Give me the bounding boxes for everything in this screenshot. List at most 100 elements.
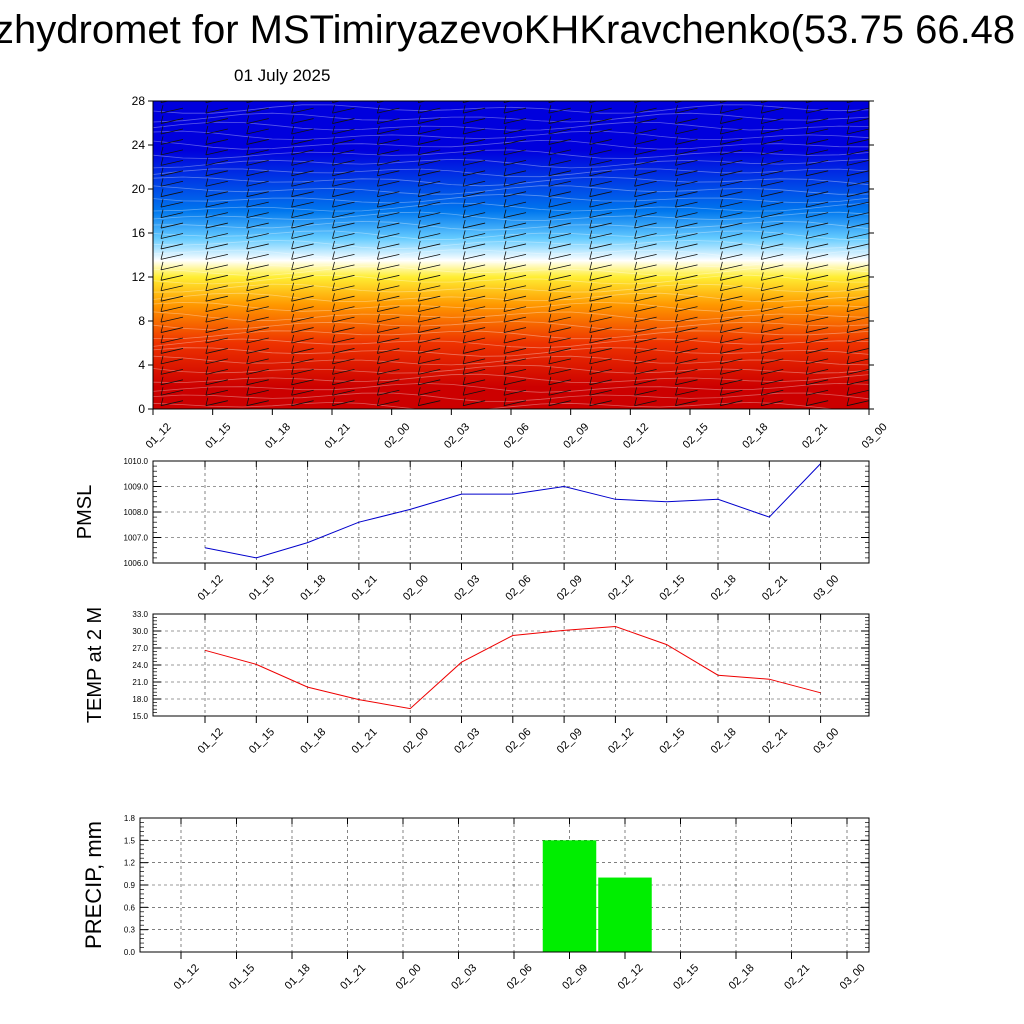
- wind-barb-feather: [332, 240, 335, 250]
- wind-barb-feather: [462, 115, 466, 124]
- wind-barb-feather: [805, 199, 809, 208]
- contour-line: [153, 185, 869, 195]
- wind-barb-shaft: [246, 139, 269, 145]
- wind-barb-shaft: [205, 243, 228, 250]
- wind-barb-feather: [462, 366, 466, 375]
- wind-barb-shaft: [418, 264, 441, 271]
- wind-barb-shaft: [589, 337, 612, 344]
- wind-barb-feather: [205, 146, 209, 155]
- contour-line: [153, 193, 869, 204]
- wind-barb-feather: [291, 272, 295, 281]
- wind-barb-shaft: [377, 191, 400, 198]
- wind-barb-feather: [589, 397, 593, 406]
- wind-barb-feather: [548, 376, 552, 385]
- wind-barb-feather: [719, 219, 723, 229]
- wind-barb-shaft: [634, 358, 657, 365]
- wind-barb-shaft: [332, 389, 355, 396]
- wind-barb-feather: [462, 376, 466, 385]
- wind-barb-feather: [205, 387, 209, 396]
- wind-barb-shaft: [205, 389, 228, 396]
- wind-barb-feather: [160, 209, 164, 218]
- wind-barb-shaft: [463, 243, 486, 250]
- y-tick-label: 1.2: [124, 859, 136, 868]
- wind-barb-shaft: [332, 337, 355, 344]
- wind-barb-shaft: [463, 389, 486, 396]
- wind-barb-shaft: [761, 222, 784, 229]
- wind-barb-feather: [462, 125, 466, 135]
- wind-barb-shaft: [463, 316, 486, 323]
- wind-barb-shaft: [463, 264, 486, 271]
- wind-barb-feather: [846, 209, 850, 218]
- wind-barb-feather: [160, 272, 164, 281]
- wind-barb-feather: [205, 324, 209, 333]
- wind-barb-shaft: [291, 139, 314, 145]
- wind-barb-feather: [205, 376, 209, 385]
- wind-barb-feather: [634, 366, 638, 375]
- wind-barb-feather: [846, 199, 850, 208]
- wind-barb-feather: [805, 230, 809, 239]
- wind-barb-feather: [503, 324, 507, 333]
- wind-barb-shaft: [589, 264, 612, 271]
- wind-barb-shaft: [589, 201, 612, 208]
- wind-barb-feather: [719, 303, 723, 312]
- wind-barb-shaft: [332, 118, 355, 124]
- wind-barb-shaft: [332, 306, 355, 313]
- wind-barb-feather: [805, 334, 809, 344]
- wind-barb-shaft: [548, 170, 571, 177]
- wind-barb-shaft: [246, 295, 269, 302]
- wind-barb-feather: [246, 209, 250, 218]
- wind-barb-shaft: [548, 139, 571, 145]
- wind-barb-feather: [548, 178, 552, 187]
- wind-barb-feather: [376, 136, 380, 145]
- wind-barb-shaft: [246, 316, 269, 323]
- wind-barb-shaft: [720, 212, 743, 218]
- precip-bar: [542, 840, 597, 952]
- wind-barb-shaft: [675, 128, 698, 135]
- wind-barb-shaft: [761, 243, 784, 250]
- wind-barb-feather: [205, 136, 209, 145]
- wind-barb-shaft: [634, 379, 657, 386]
- contour-line: [153, 347, 869, 357]
- wind-barb-feather: [462, 157, 466, 166]
- wind-barb-feather: [634, 272, 638, 281]
- wind-barb-shaft: [291, 285, 314, 292]
- wind-barb-shaft: [675, 170, 698, 177]
- wind-barb-feather: [760, 136, 764, 145]
- wind-barb-feather: [548, 209, 552, 218]
- wind-barb-shaft: [418, 107, 441, 114]
- wind-barb-shaft: [377, 233, 400, 239]
- wind-barb-feather: [291, 293, 295, 302]
- wind-barb-feather: [675, 293, 678, 302]
- wind-barb-feather: [675, 136, 678, 145]
- wind-barb-feather: [548, 167, 552, 176]
- x-tick-label: 02_12: [606, 726, 636, 756]
- wind-barb-shaft: [503, 243, 527, 250]
- wind-barb-shaft: [720, 264, 743, 271]
- wind-barb-feather: [719, 157, 723, 166]
- wind-barb-shaft: [806, 368, 829, 375]
- precip-bar: [598, 877, 652, 952]
- wind-barb-feather: [760, 219, 764, 229]
- wind-barb-feather: [503, 303, 507, 312]
- x-tick-label: 02_00: [401, 573, 431, 603]
- wind-barb-shaft: [377, 222, 400, 229]
- x-tick-label: 01_12: [144, 421, 174, 451]
- wind-barb-shaft: [418, 358, 441, 365]
- wind-barb-shaft: [846, 212, 869, 218]
- wind-barb-feather: [589, 376, 593, 385]
- wind-barb-feather: [548, 115, 552, 124]
- wind-barb-shaft: [205, 107, 228, 114]
- x-tick-label: 01_21: [350, 573, 380, 603]
- wind-barb-feather: [675, 282, 678, 291]
- wind-barb-feather: [548, 251, 552, 260]
- wind-barb-feather: [417, 115, 421, 124]
- wind-barb-shaft: [205, 379, 228, 386]
- wind-barb-shaft: [291, 389, 314, 396]
- x-tick-label: 02_06: [505, 962, 535, 992]
- wind-barb-shaft: [761, 180, 784, 187]
- wind-barb-shaft: [160, 191, 184, 198]
- wind-barb-shaft: [332, 358, 355, 365]
- wind-barb-feather: [760, 105, 764, 114]
- wind-barb-shaft: [205, 118, 228, 124]
- wind-barb-feather: [246, 188, 250, 197]
